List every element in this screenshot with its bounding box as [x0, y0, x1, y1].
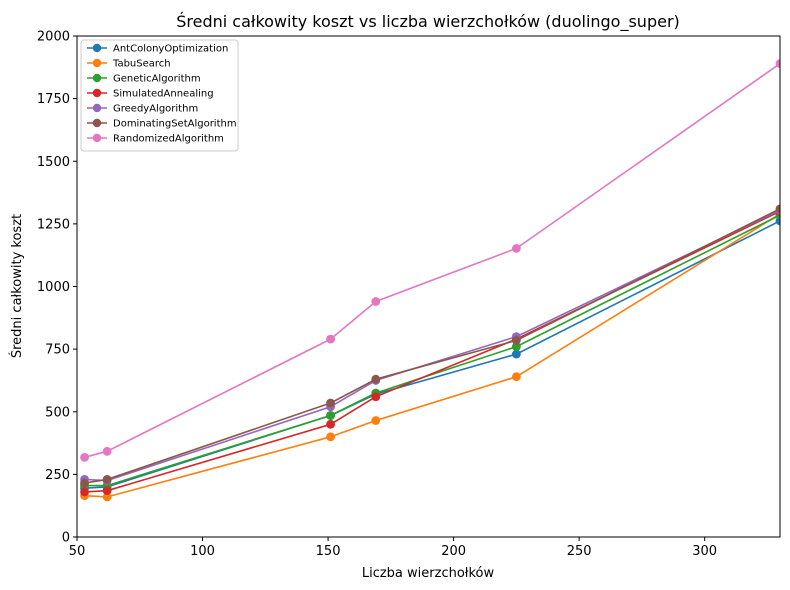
- data-point: [775, 204, 780, 214]
- data-point: [371, 392, 381, 402]
- legend-label: AntColonyOptimization: [113, 44, 228, 55]
- series-layer: [80, 59, 780, 502]
- data-point: [80, 487, 89, 497]
- data-point: [371, 297, 381, 306]
- x-tick-label: 50: [69, 544, 86, 559]
- legend-label: GeneticAlgorithm: [113, 74, 201, 85]
- legend-marker: [92, 118, 102, 128]
- data-point: [326, 432, 335, 442]
- data-point: [511, 372, 521, 382]
- data-point: [102, 474, 112, 484]
- data-point: [511, 335, 521, 345]
- legend-label: TabuSearch: [112, 59, 171, 70]
- data-point: [511, 342, 521, 352]
- y-tick-label: 0: [62, 531, 70, 546]
- data-point: [511, 244, 521, 253]
- data-point: [775, 59, 780, 68]
- y-tick-label: 500: [45, 405, 70, 420]
- y-tick-label: 1750: [37, 92, 70, 107]
- x-axis-title: Liczba wierzchołków: [362, 566, 495, 581]
- data-point: [326, 334, 335, 344]
- data-point: [80, 478, 89, 488]
- legend-label: RandomizedAlgorithm: [113, 134, 224, 145]
- data-point: [102, 492, 112, 502]
- data-point: [371, 416, 381, 425]
- y-tick-label: 1000: [37, 280, 70, 295]
- data-point: [80, 452, 89, 462]
- legend-marker: [92, 103, 102, 113]
- chart-title: Średni całkowity koszt vs liczba wierzch…: [176, 12, 680, 32]
- x-tick-label: 150: [316, 544, 341, 559]
- x-tick-label: 100: [190, 544, 215, 559]
- x-tick-label: 300: [692, 544, 717, 559]
- series-DominatingSetAlgorithm: [80, 204, 780, 488]
- legend-marker: [92, 88, 102, 98]
- legend-label: DominatingSetAlgorithm: [113, 119, 237, 130]
- y-tick-label: 250: [45, 468, 70, 483]
- y-tick-label: 1500: [37, 155, 70, 170]
- x-tick-label: 250: [567, 544, 592, 559]
- data-point: [326, 398, 335, 408]
- x-tick-label: 200: [441, 544, 466, 559]
- legend-box: [80, 39, 239, 152]
- data-point: [102, 446, 112, 456]
- data-point: [371, 374, 381, 384]
- data-point: [511, 349, 521, 359]
- legend-marker: [92, 133, 102, 143]
- legend-marker: [92, 58, 102, 68]
- data-point: [326, 419, 335, 429]
- y-tick-label: 2000: [37, 30, 70, 45]
- legend: AntColonyOptimization TabuSearch GeneticAl…: [80, 39, 239, 152]
- plot-area: 50 100 150 200 250 300 0 250 500 750 1000 1250 1500 1…: [37, 30, 781, 559]
- legend-label: SimulatedAnnealing: [113, 89, 214, 100]
- series-RandomizedAlgorithm: [80, 59, 780, 462]
- y-tick-label: 750: [45, 343, 70, 358]
- y-axis-title: Średni całkowity koszt: [9, 214, 25, 358]
- data-point: [102, 486, 112, 496]
- data-point: [326, 411, 335, 420]
- y-tick-label: 1250: [37, 217, 70, 232]
- legend-marker: [92, 73, 102, 83]
- legend-marker: [92, 43, 102, 53]
- legend-label: GreedyAlgorithm: [113, 104, 198, 115]
